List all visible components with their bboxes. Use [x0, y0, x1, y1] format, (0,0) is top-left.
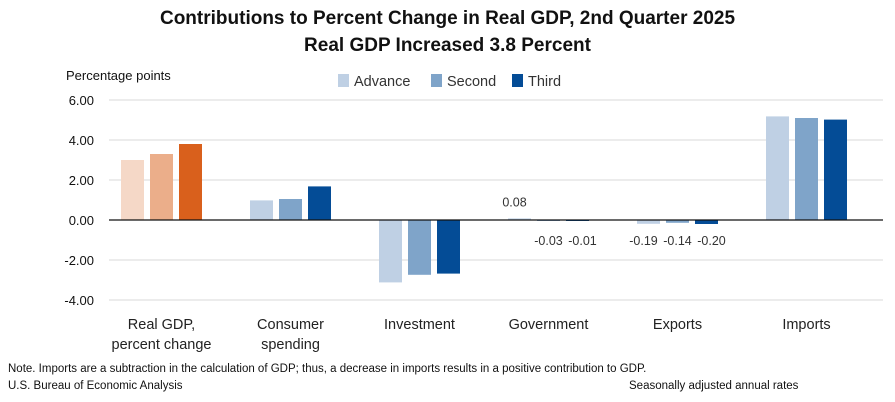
bar-second [795, 118, 818, 220]
data-label: -0.01 [568, 234, 597, 248]
bar-second [150, 154, 173, 220]
bar-second [666, 220, 689, 223]
legend-label: Second [447, 74, 496, 90]
data-label: 0.08 [502, 195, 526, 209]
legend-swatch [338, 74, 349, 87]
source-label: U.S. Bureau of Economic Analysis [8, 380, 183, 392]
bar-advance [121, 160, 144, 220]
bar-advance [250, 200, 273, 220]
bar-advance [379, 220, 402, 283]
x-category-label: Exports [653, 317, 702, 333]
x-category-label: percent change [112, 337, 212, 353]
legend-swatch [512, 74, 523, 87]
legend-label: Third [528, 74, 561, 90]
y-axis-label: Percentage points [66, 68, 171, 83]
bar-third [695, 220, 718, 224]
bar-advance [766, 116, 789, 220]
bar-advance [637, 220, 660, 224]
bar-third [308, 186, 331, 220]
chart-subtitle: Real GDP Increased 3.8 Percent [304, 35, 591, 56]
x-category-label: Investment [384, 317, 455, 333]
bar-third [437, 220, 460, 274]
x-category-label: Consumer [257, 317, 324, 333]
y-tick-label: 0.00 [69, 213, 94, 228]
data-label: -0.20 [697, 234, 726, 248]
legend-label: Advance [354, 74, 410, 90]
x-category-label: Real GDP, [128, 317, 195, 333]
footnote: Note. Imports are a subtraction in the c… [8, 363, 647, 375]
data-label: -0.03 [534, 234, 563, 248]
x-category-label: spending [261, 337, 320, 353]
bar-third [824, 119, 847, 220]
chart-title: Contributions to Percent Change in Real … [159, 8, 736, 29]
y-tick-label: -2.00 [64, 253, 94, 268]
legend-swatch [431, 74, 442, 87]
y-tick-label: 6.00 [69, 93, 94, 108]
x-category-label: Imports [782, 317, 830, 333]
y-tick-label: 2.00 [69, 173, 94, 188]
y-tick-label: 4.00 [69, 133, 94, 148]
y-tick-label: -4.00 [64, 293, 94, 308]
bar-advance [508, 218, 531, 220]
bar-second [279, 199, 302, 220]
bar-second [408, 220, 431, 275]
data-label: -0.19 [629, 234, 658, 248]
x-category-label: Government [509, 317, 589, 333]
bar-third [179, 144, 202, 220]
data-label: -0.14 [663, 234, 692, 248]
rates-note: Seasonally adjusted annual rates [629, 380, 799, 392]
